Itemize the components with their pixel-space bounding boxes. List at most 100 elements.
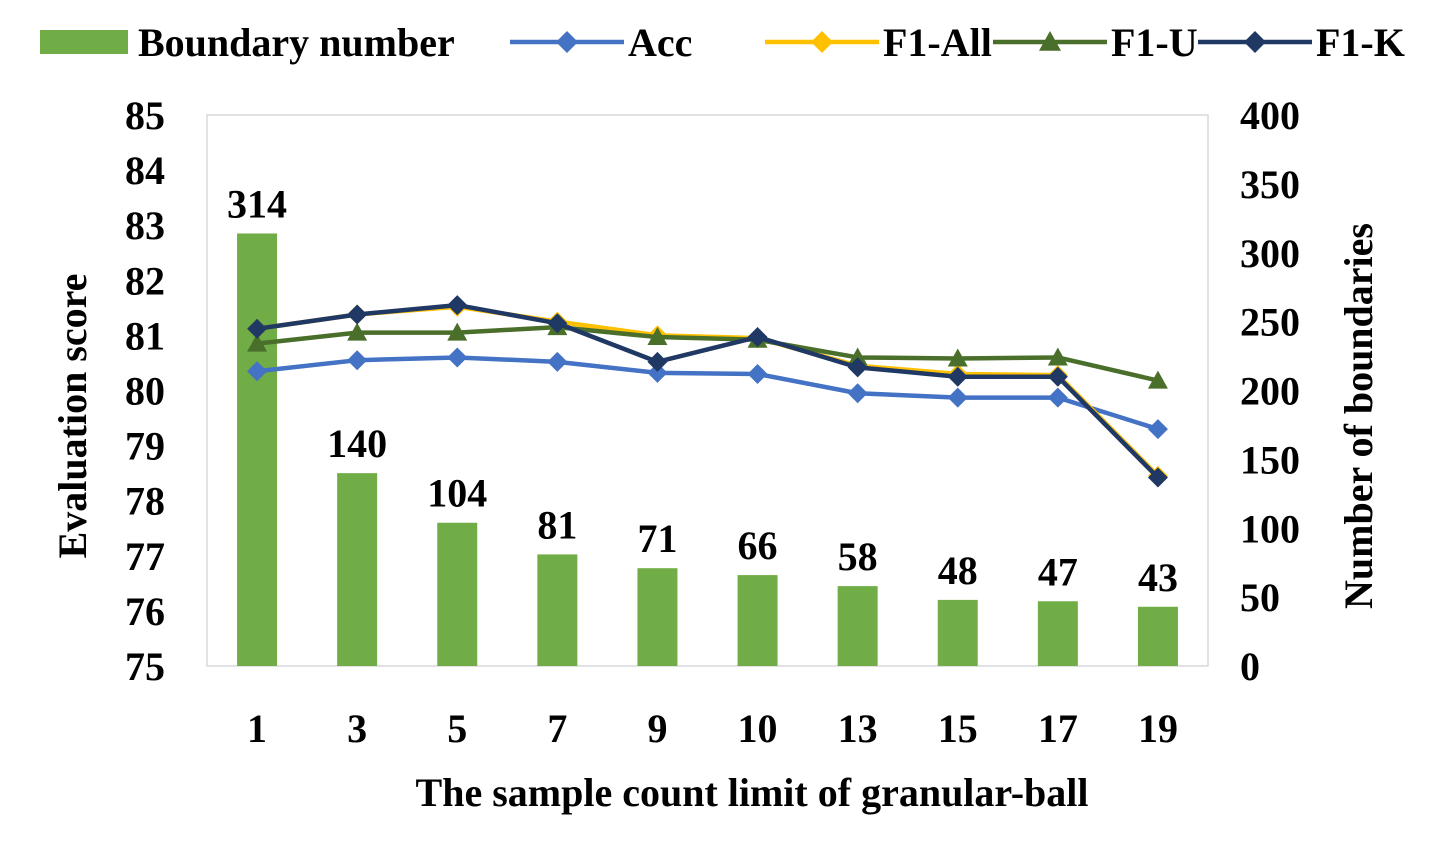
- bar-label-15: 48: [938, 548, 978, 593]
- legend-label-boundary-number: Boundary number: [138, 20, 455, 65]
- x-tick-19: 19: [1138, 706, 1178, 751]
- y-tick-82: 82: [125, 258, 165, 303]
- legend: Boundary number Acc F1-All F1-U F1-K: [40, 20, 1405, 65]
- legend-marker-f1-all: [811, 31, 833, 53]
- y-tick-79: 79: [125, 424, 165, 469]
- y2-tick-200: 200: [1240, 369, 1300, 414]
- point-acc-3: [347, 350, 368, 371]
- line-acc: [256, 355, 1159, 432]
- bar-series: [237, 233, 1178, 666]
- legend-swatch-boundary-number: [40, 30, 128, 54]
- bar-7: [537, 554, 578, 666]
- plot-border: [206, 114, 1209, 667]
- bar-13: [837, 586, 878, 666]
- point-f1-k-10: [747, 327, 768, 348]
- point-f1-k-3: [347, 304, 368, 325]
- bar-label-3: 140: [327, 421, 387, 466]
- point-f1-u-3: [347, 322, 368, 341]
- y-tick-85: 85: [125, 93, 165, 138]
- line-f1-k: [256, 302, 1160, 480]
- x-tick-17: 17: [1038, 706, 1078, 751]
- point-acc-9: [647, 362, 668, 383]
- point-f1-k-9: [647, 351, 668, 372]
- y-tick-76: 76: [125, 589, 165, 634]
- point-f1-k-13: [847, 357, 868, 378]
- bar-3: [337, 473, 378, 666]
- series-f1-u: [247, 317, 1168, 389]
- point-f1-k-1: [247, 318, 268, 339]
- x-axis-title: The sample count limit of granular-ball: [416, 770, 1089, 815]
- y-tick-84: 84: [125, 148, 165, 193]
- legend-label-f1-u: F1-U: [1111, 20, 1198, 65]
- y-axis-title: Evaluation score: [50, 274, 95, 559]
- axes: 7576777879808182838485050100150200250300…: [125, 93, 1300, 751]
- plot-area: [206, 114, 1209, 667]
- point-f1-u-15: [947, 348, 968, 367]
- point-acc-13: [847, 383, 868, 404]
- y-tick-75: 75: [125, 644, 165, 689]
- bar-label-17: 47: [1038, 549, 1078, 594]
- bar-label-19: 43: [1138, 555, 1178, 600]
- x-tick-15: 15: [938, 706, 978, 751]
- point-f1-u-13: [847, 347, 868, 366]
- bar-9: [637, 568, 678, 666]
- point-f1-k-17: [1047, 366, 1068, 387]
- x-tick-10: 10: [738, 706, 778, 751]
- legend-marker-f1-u: [1039, 31, 1061, 51]
- point-f1-u-5: [447, 322, 468, 341]
- bar-label-13: 58: [838, 534, 878, 579]
- legend-marker-acc: [556, 31, 578, 53]
- legend-label-f1-k: F1-K: [1316, 20, 1405, 65]
- y2-tick-50: 50: [1240, 575, 1280, 620]
- point-acc-19: [1147, 419, 1168, 440]
- bar-data-labels: 314 140 104 81 71 66 58 48 47 43: [227, 181, 1178, 599]
- y-tick-80: 80: [125, 369, 165, 414]
- x-tick-1: 1: [247, 706, 267, 751]
- x-tick-3: 3: [347, 706, 367, 751]
- bar-1: [237, 233, 278, 666]
- x-tick-5: 5: [447, 706, 467, 751]
- y2-tick-350: 350: [1240, 162, 1300, 207]
- bar-10: [737, 575, 778, 666]
- bar-label-9: 71: [637, 516, 677, 561]
- point-acc-1: [247, 361, 268, 382]
- point-f1-k-19: [1147, 467, 1168, 488]
- point-f1-k-7: [547, 313, 568, 334]
- bar-19: [1137, 606, 1178, 666]
- point-acc-10: [747, 363, 768, 384]
- bar-label-7: 81: [537, 502, 577, 547]
- bar-label-5: 104: [427, 471, 487, 516]
- point-acc-17: [1047, 387, 1068, 408]
- point-f1-u-9: [647, 327, 668, 346]
- point-acc-7: [547, 351, 568, 372]
- x-tick-9: 9: [647, 706, 667, 751]
- x-tick-13: 13: [838, 706, 878, 751]
- y2-tick-100: 100: [1240, 506, 1300, 551]
- y2-tick-250: 250: [1240, 300, 1300, 345]
- bar-15: [937, 599, 978, 666]
- y2-tick-150: 150: [1240, 437, 1300, 482]
- point-f1-k-15: [947, 366, 968, 387]
- y2-tick-300: 300: [1240, 231, 1300, 276]
- line-f1-u: [256, 324, 1159, 383]
- y-tick-83: 83: [125, 203, 165, 248]
- point-f1-k-5: [447, 295, 468, 316]
- legend-marker-f1-k: [1244, 31, 1266, 53]
- legend-label-acc: Acc: [628, 20, 692, 65]
- y2-tick-400: 400: [1240, 93, 1300, 138]
- point-acc-5: [447, 347, 468, 368]
- y-tick-78: 78: [125, 479, 165, 524]
- y2-axis-title: Number of boundaries: [1336, 223, 1381, 609]
- bar-5: [437, 522, 478, 666]
- point-acc-15: [947, 387, 968, 408]
- point-f1-u-1: [247, 333, 268, 352]
- x-tick-7: 7: [547, 706, 567, 751]
- point-f1-u-19: [1147, 370, 1168, 389]
- y2-tick-0: 0: [1240, 644, 1260, 689]
- bar-label-1: 314: [227, 181, 287, 226]
- legend-label-f1-all: F1-All: [883, 20, 992, 65]
- y-tick-77: 77: [125, 534, 165, 579]
- bar-label-10: 66: [738, 523, 778, 568]
- series-acc: [247, 347, 1168, 440]
